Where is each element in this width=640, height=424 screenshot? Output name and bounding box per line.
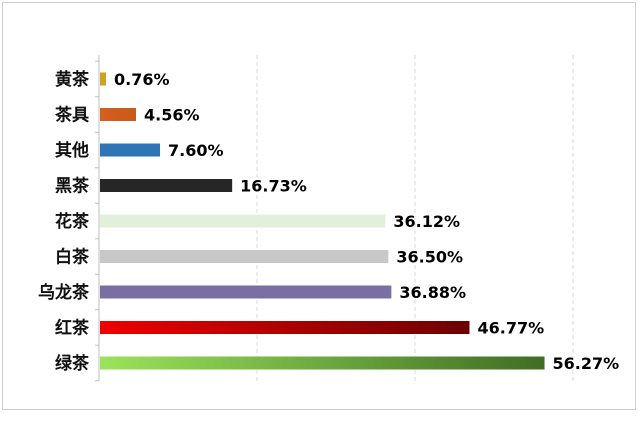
bar-绿茶 (100, 356, 545, 370)
category-label: 其他 (55, 140, 89, 161)
category-label: 红茶 (55, 318, 90, 339)
bars (100, 72, 545, 370)
category-label: 乌龙茶 (38, 282, 90, 303)
bar-红茶 (100, 321, 470, 334)
bar-其他 (100, 143, 161, 157)
bar-黑茶 (100, 179, 233, 192)
value-label: 0.76% (114, 70, 170, 89)
value-label: 16.73% (240, 177, 307, 196)
bar-白茶 (100, 250, 389, 263)
value-label: 36.88% (399, 283, 466, 302)
category-label: 绿茶 (55, 353, 90, 374)
value-label: 36.50% (396, 248, 463, 267)
bar-花茶 (100, 214, 386, 228)
category-label: 白茶 (55, 247, 90, 268)
value-label: 36.12% (393, 212, 460, 231)
value-label: 7.60% (168, 141, 224, 160)
bar-茶具 (100, 108, 137, 121)
bar-乌龙茶 (100, 285, 392, 299)
value-labels: 0.76% 4.56% 7.60% 16.73% 36.12% 36.50% 36.88% 4… (114, 70, 619, 373)
chart-frame: 黄茶茶具其他黑茶花茶白茶乌龙茶红茶绿茶 0.76% 4.56% 7.60% 16.73… (2, 2, 636, 410)
category-label: 黄茶 (55, 69, 90, 90)
category-label: 花茶 (55, 211, 90, 232)
category-label: 茶具 (55, 105, 89, 126)
value-label: 56.27% (553, 354, 620, 373)
value-label: 4.56% (144, 106, 200, 125)
category-label: 黑茶 (55, 176, 90, 197)
value-label: 46.77% (477, 319, 544, 338)
bar-黄茶 (100, 72, 107, 86)
